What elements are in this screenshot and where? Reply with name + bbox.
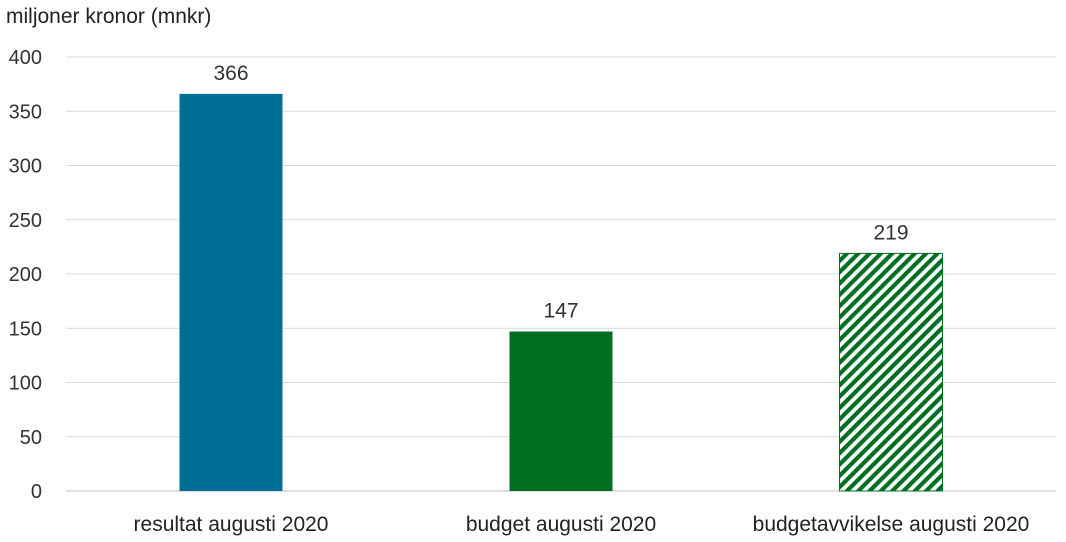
y-tick-label-50: 50 [20,427,42,449]
bars [179,93,943,492]
data-label-3: 219 [873,221,908,244]
y-tick-label-350: 350 [9,101,42,123]
y-tick-label-0: 0 [31,481,42,503]
data-label-2: 147 [543,300,578,323]
x-axis-category-labels: resultat augusti 2020 budget augusti 2020… [134,513,1030,536]
category-label-2: budget augusti 2020 [466,513,656,536]
y-axis-tick-labels: 0 50 100 150 200 250 300 350 400 [9,47,42,503]
y-axis-unit-label: miljoner kronor (mnkr) [6,5,211,28]
data-label-1: 366 [213,62,248,85]
data-labels: 366 147 219 [213,62,908,323]
y-tick-label-200: 200 [9,264,42,286]
y-tick-label-400: 400 [9,47,42,69]
y-tick-label-300: 300 [9,156,42,178]
category-label-1: resultat augusti 2020 [134,513,329,536]
category-label-3: budgetavvikelse augusti 2020 [753,513,1030,536]
y-tick-label-100: 100 [9,373,42,395]
bar-1 [179,93,283,491]
y-tick-label-150: 150 [9,318,42,340]
bar-2 [509,331,613,491]
y-tick-label-250: 250 [9,210,42,232]
bar-3 [839,252,943,492]
